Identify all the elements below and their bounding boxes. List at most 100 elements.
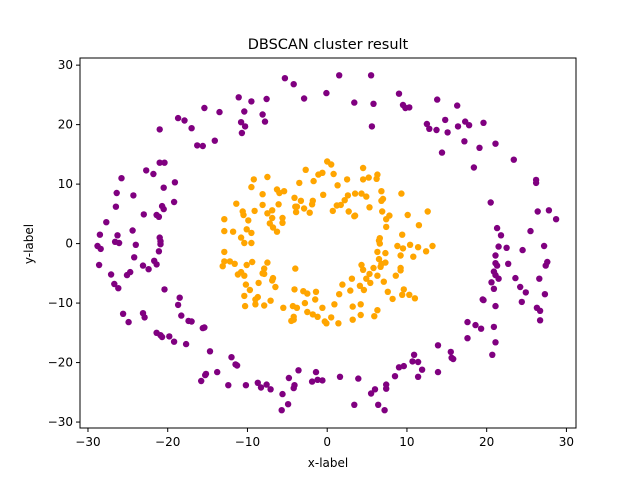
data-point-cluster-0 xyxy=(476,144,483,151)
data-point-cluster-1 xyxy=(383,223,390,231)
data-point-cluster-0 xyxy=(433,126,440,134)
data-point-cluster-0 xyxy=(145,266,152,273)
data-point-cluster-1 xyxy=(229,228,237,235)
data-point-cluster-0 xyxy=(300,95,308,102)
data-point-cluster-0 xyxy=(545,207,553,214)
data-point-cluster-0 xyxy=(355,375,362,382)
data-point-cluster-1 xyxy=(339,281,346,288)
data-point-cluster-1 xyxy=(304,290,311,297)
data-point-cluster-0 xyxy=(370,100,377,108)
data-point-cluster-0 xyxy=(434,368,442,376)
chart-title: DBSCAN cluster result xyxy=(248,37,409,53)
data-point-cluster-0 xyxy=(263,95,270,103)
data-point-cluster-0 xyxy=(367,72,375,79)
data-point-cluster-0 xyxy=(160,184,167,191)
data-point-cluster-0 xyxy=(410,351,418,358)
data-point-cluster-1 xyxy=(330,170,337,178)
data-point-cluster-1 xyxy=(302,166,309,173)
data-point-cluster-1 xyxy=(300,205,308,212)
data-point-cluster-1 xyxy=(226,258,234,265)
data-point-cluster-0 xyxy=(150,170,157,178)
data-point-cluster-0 xyxy=(170,338,178,345)
data-point-cluster-1 xyxy=(279,219,286,226)
data-point-cluster-1 xyxy=(367,279,374,287)
data-point-cluster-1 xyxy=(259,201,266,209)
data-point-cluster-1 xyxy=(293,304,301,311)
data-point-cluster-1 xyxy=(248,229,255,237)
data-point-cluster-0 xyxy=(176,294,183,301)
data-point-cluster-0 xyxy=(490,323,498,331)
data-point-cluster-0 xyxy=(418,366,426,373)
data-point-cluster-1 xyxy=(343,176,351,183)
data-point-cluster-0 xyxy=(290,384,297,392)
data-point-cluster-0 xyxy=(395,364,403,371)
data-point-cluster-1 xyxy=(410,253,417,260)
data-point-cluster-1 xyxy=(252,296,259,303)
data-point-cluster-0 xyxy=(130,192,137,199)
data-point-cluster-0 xyxy=(540,242,548,250)
data-point-cluster-0 xyxy=(141,314,148,321)
data-point-cluster-1 xyxy=(231,260,238,267)
data-point-cluster-0 xyxy=(312,368,320,376)
data-point-cluster-0 xyxy=(132,241,139,248)
data-point-cluster-0 xyxy=(181,117,188,124)
data-point-cluster-1 xyxy=(359,266,367,273)
data-point-cluster-0 xyxy=(505,260,512,267)
data-point-cluster-0 xyxy=(238,129,246,137)
data-point-cluster-0 xyxy=(157,238,164,245)
data-point-cluster-1 xyxy=(404,211,411,219)
data-point-cluster-1 xyxy=(363,193,370,200)
data-point-cluster-0 xyxy=(261,118,269,125)
data-point-cluster-0 xyxy=(202,371,209,379)
data-point-cluster-0 xyxy=(542,262,549,269)
data-point-cluster-1 xyxy=(345,208,352,215)
data-point-cluster-0 xyxy=(96,231,104,238)
data-point-cluster-0 xyxy=(368,123,376,130)
data-point-cluster-1 xyxy=(279,214,286,222)
plot-frame xyxy=(79,57,577,429)
data-point-cluster-1 xyxy=(293,203,301,210)
data-point-cluster-1 xyxy=(383,216,390,223)
data-point-cluster-1 xyxy=(331,301,338,308)
data-point-cluster-1 xyxy=(377,263,384,270)
data-point-cluster-0 xyxy=(442,116,449,124)
data-point-cluster-1 xyxy=(397,267,404,274)
data-point-cluster-1 xyxy=(259,191,266,198)
data-point-cluster-0 xyxy=(323,89,330,97)
data-point-cluster-0 xyxy=(211,137,218,144)
x-axis: −30 −20 −10 0 10 20 30 xyxy=(75,428,574,449)
data-point-cluster-0 xyxy=(188,125,195,132)
data-point-cluster-1 xyxy=(365,174,372,181)
data-point-cluster-0 xyxy=(155,248,163,255)
data-point-cluster-1 xyxy=(267,297,274,304)
data-point-cluster-1 xyxy=(276,189,283,197)
data-point-cluster-0 xyxy=(248,98,255,105)
data-point-cluster-0 xyxy=(351,99,358,106)
data-point-cluster-0 xyxy=(156,159,163,166)
data-point-cluster-1 xyxy=(344,192,352,199)
data-point-cluster-1 xyxy=(288,317,295,325)
y-tick-label: 20 xyxy=(58,118,73,132)
data-point-cluster-0 xyxy=(519,246,526,254)
data-point-cluster-1 xyxy=(394,242,401,250)
data-point-cluster-1 xyxy=(329,207,336,215)
data-point-cluster-0 xyxy=(161,286,168,293)
data-point-cluster-0 xyxy=(254,379,261,386)
data-point-cluster-0 xyxy=(111,280,118,288)
data-point-cluster-0 xyxy=(237,119,245,126)
data-point-cluster-0 xyxy=(241,123,249,130)
data-point-cluster-1 xyxy=(240,211,247,219)
data-point-cluster-1 xyxy=(252,301,259,308)
y-tick-label: 30 xyxy=(58,58,73,72)
data-point-cluster-1 xyxy=(292,208,300,216)
data-point-cluster-1 xyxy=(380,278,387,285)
data-point-cluster-0 xyxy=(308,378,316,385)
data-point-cluster-0 xyxy=(510,156,517,163)
data-point-cluster-0 xyxy=(518,298,525,306)
data-point-cluster-0 xyxy=(512,274,519,282)
data-point-cluster-1 xyxy=(309,311,316,318)
data-point-cluster-1 xyxy=(379,195,387,203)
data-point-cluster-0 xyxy=(434,342,442,349)
data-point-cluster-0 xyxy=(139,262,147,269)
data-point-cluster-0 xyxy=(414,373,422,380)
